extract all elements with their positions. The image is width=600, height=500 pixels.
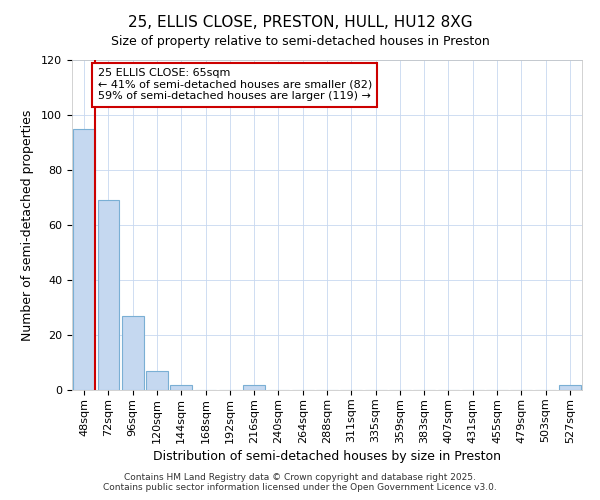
- Text: 25 ELLIS CLOSE: 65sqm
← 41% of semi-detached houses are smaller (82)
59% of semi: 25 ELLIS CLOSE: 65sqm ← 41% of semi-deta…: [97, 68, 372, 102]
- Bar: [170, 384, 192, 390]
- Bar: [146, 371, 168, 390]
- Text: 25, ELLIS CLOSE, PRESTON, HULL, HU12 8XG: 25, ELLIS CLOSE, PRESTON, HULL, HU12 8XG: [128, 15, 472, 30]
- Bar: [122, 316, 143, 390]
- Text: Contains HM Land Registry data © Crown copyright and database right 2025.
Contai: Contains HM Land Registry data © Crown c…: [103, 473, 497, 492]
- Bar: [73, 128, 95, 390]
- X-axis label: Distribution of semi-detached houses by size in Preston: Distribution of semi-detached houses by …: [153, 450, 501, 462]
- Text: Size of property relative to semi-detached houses in Preston: Size of property relative to semi-detach…: [110, 35, 490, 48]
- Bar: [243, 384, 265, 390]
- Y-axis label: Number of semi-detached properties: Number of semi-detached properties: [21, 110, 34, 340]
- Bar: [97, 200, 119, 390]
- Bar: [559, 384, 581, 390]
